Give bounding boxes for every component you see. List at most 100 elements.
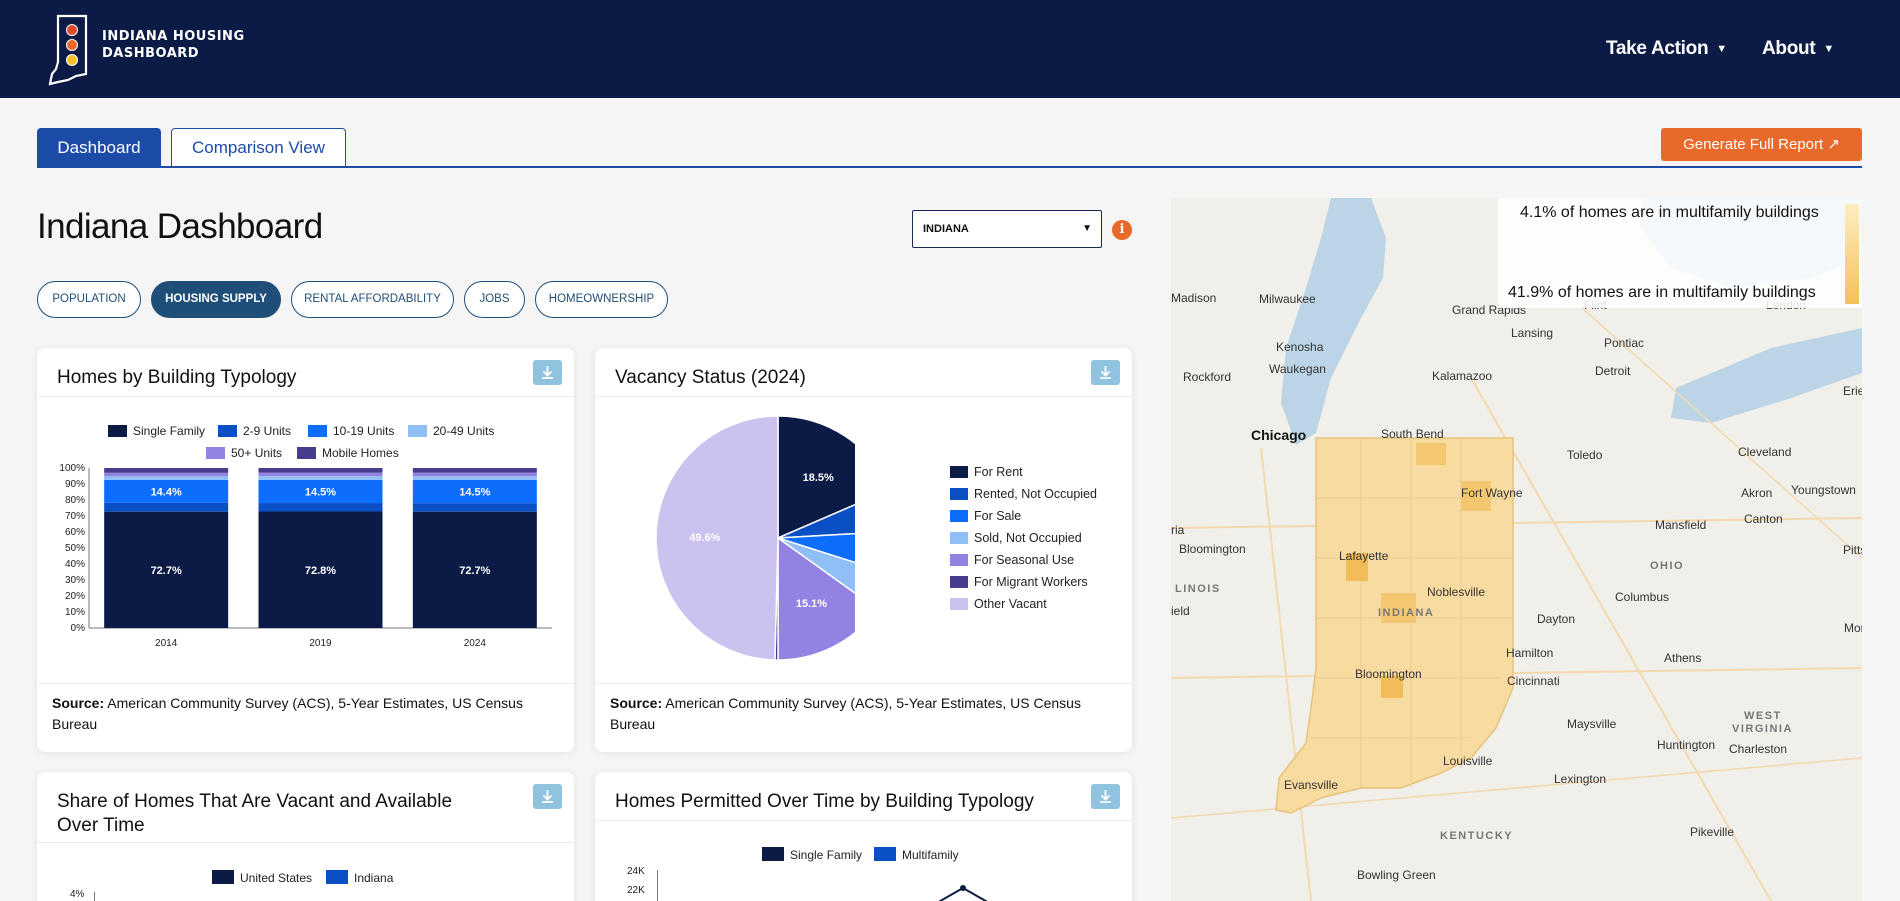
download-icon xyxy=(1100,366,1111,379)
vacant-available-card: Share of Homes That Are Vacant and Avail… xyxy=(37,772,574,901)
pie-slice xyxy=(777,536,855,661)
card-title: Homes Permitted Over Time by Building Ty… xyxy=(615,791,1034,812)
y-tick-label: 10% xyxy=(65,607,85,618)
pie-legend-item: For Sale xyxy=(950,509,1097,531)
nav-take-action[interactable]: Take Action ▼ xyxy=(1606,38,1727,60)
generate-report-button[interactable]: Generate Full Report ↗ xyxy=(1661,128,1862,161)
map-place-label: Lexington xyxy=(1554,772,1607,786)
map-region-label: OHIO xyxy=(1650,560,1685,572)
legend-label: For Rent xyxy=(974,465,1023,479)
bar-segment xyxy=(412,503,537,512)
brand-name[interactable]: INDIANA HOUSING DASHBOARD xyxy=(102,28,245,62)
bar-segment xyxy=(412,468,537,473)
map-place-label: Rockford xyxy=(1183,370,1232,384)
map-place-label: South Bend xyxy=(1381,427,1444,441)
legend-swatch xyxy=(762,847,784,861)
map-place-label: Evansville xyxy=(1284,778,1339,792)
map-place-label: Pittsb xyxy=(1843,543,1862,557)
legend-item: Multifamily xyxy=(874,847,959,862)
map-place-label: Waukegan xyxy=(1269,362,1326,376)
y-tick-label: 40% xyxy=(65,559,85,570)
y-tick-label: 70% xyxy=(65,511,85,522)
choropleth-map[interactable]: Madison Milwaukee Grand Rapids Lansing F… xyxy=(1171,198,1862,901)
dropdown-arrow-icon: ▼ xyxy=(1082,223,1092,234)
map-region-label: VIRGINIA xyxy=(1732,723,1793,735)
x-tick-label: 2014 xyxy=(155,638,178,649)
pill-housing-supply[interactable]: HOUSING SUPPLY xyxy=(151,281,281,318)
map-place-label: Madison xyxy=(1171,291,1217,305)
map-region-label: KENTUCKY xyxy=(1440,830,1514,842)
download-button[interactable] xyxy=(533,360,562,385)
map-place-label: Erie xyxy=(1843,384,1862,398)
legend-swatch xyxy=(408,425,427,437)
pie-legend: For Rent Rented, Not Occupied For Sale Sold… xyxy=(950,465,1097,619)
tab-comparison-view[interactable]: Comparison View xyxy=(171,128,346,168)
pill-population[interactable]: POPULATION xyxy=(37,281,141,318)
y-axis xyxy=(94,892,95,901)
brand-line-1: INDIANA HOUSING xyxy=(102,29,245,44)
card-title: Vacancy Status (2024) xyxy=(615,367,806,388)
map-place-label: Fort Wayne xyxy=(1461,486,1523,500)
page-title: Indiana Dashboard xyxy=(37,207,323,246)
map-region-label: INDIANA xyxy=(1378,607,1435,619)
map-region-label: LINOIS xyxy=(1175,583,1221,595)
map-place-label: Kenosha xyxy=(1276,340,1324,354)
legend-swatch xyxy=(874,847,896,861)
map-region-label: WEST xyxy=(1744,710,1782,722)
pie-legend-item: For Rent xyxy=(950,465,1097,487)
tab-dashboard[interactable]: Dashboard xyxy=(37,128,161,168)
legend-item: Indiana xyxy=(326,870,393,885)
download-button[interactable] xyxy=(1091,360,1120,385)
y-tick-label: 4% xyxy=(70,889,85,900)
download-button[interactable] xyxy=(1091,784,1120,809)
map-legend-max-label: 4.1% of homes are in multifamily buildin… xyxy=(1520,204,1819,221)
map-place-label: ria xyxy=(1171,523,1185,537)
legend-swatch xyxy=(950,532,968,544)
legend-swatch xyxy=(950,466,968,478)
map-place-label: Morg xyxy=(1844,621,1862,635)
legend-label: 10-19 Units xyxy=(333,424,395,438)
map-place-label: Noblesville xyxy=(1427,585,1486,599)
y-tick-label: 0% xyxy=(71,623,86,634)
pie-slice-label: 49.6% xyxy=(689,532,720,544)
map-place-label: Kalamazoo xyxy=(1432,369,1493,383)
bar-value-label: 72.8% xyxy=(305,565,336,577)
legend-item: United States xyxy=(212,870,312,885)
caret-down-icon: ▼ xyxy=(1716,43,1727,55)
vacancy-pie-chart: 18.5% 15.1% 49.6% xyxy=(655,415,855,661)
bar-segment xyxy=(258,476,383,480)
legend-label: Other Vacant xyxy=(974,597,1047,611)
source-text: American Community Survey (ACS), 5-Year … xyxy=(610,695,1081,732)
map-place-label: Pontiac xyxy=(1604,336,1645,350)
pie-legend-item: Other Vacant xyxy=(950,597,1097,619)
legend-label: 50+ Units xyxy=(231,446,283,460)
download-button[interactable] xyxy=(533,784,562,809)
legend-label: United States xyxy=(240,871,313,885)
indiana-logo-icon[interactable] xyxy=(46,14,96,86)
y-tick-label: 50% xyxy=(65,543,85,554)
pill-rental-affordability[interactable]: RENTAL AFFORDABILITY xyxy=(291,281,454,318)
pie-slice xyxy=(777,503,855,539)
map-place-label: Milwaukee xyxy=(1259,292,1316,306)
line-series-peak xyxy=(938,885,988,901)
legend-swatch xyxy=(950,576,968,588)
nav-about[interactable]: About ▼ xyxy=(1762,38,1834,60)
download-icon xyxy=(1100,790,1111,803)
legend-item: 2-9 Units xyxy=(218,424,291,438)
region-select[interactable]: INDIANA ▼ xyxy=(912,210,1102,248)
bar-segment xyxy=(104,511,229,628)
pill-jobs[interactable]: JOBS xyxy=(464,281,525,318)
pie-legend-item: For Migrant Workers xyxy=(950,575,1097,597)
bar-segment xyxy=(412,476,537,480)
y-tick-label: 100% xyxy=(59,463,85,474)
pill-homeownership[interactable]: HOMEOWNERSHIP xyxy=(535,281,668,318)
legend-item: 10-19 Units xyxy=(308,424,394,438)
legend-label: Indiana xyxy=(354,871,394,885)
bar-segment xyxy=(104,502,229,512)
y-axis xyxy=(657,870,658,901)
bar-segment xyxy=(104,472,229,477)
info-icon[interactable]: i xyxy=(1112,220,1132,240)
legend-label: 2-9 Units xyxy=(243,424,292,438)
map-place-label: Youngstown xyxy=(1791,483,1856,497)
card-header-divider xyxy=(595,396,1132,397)
